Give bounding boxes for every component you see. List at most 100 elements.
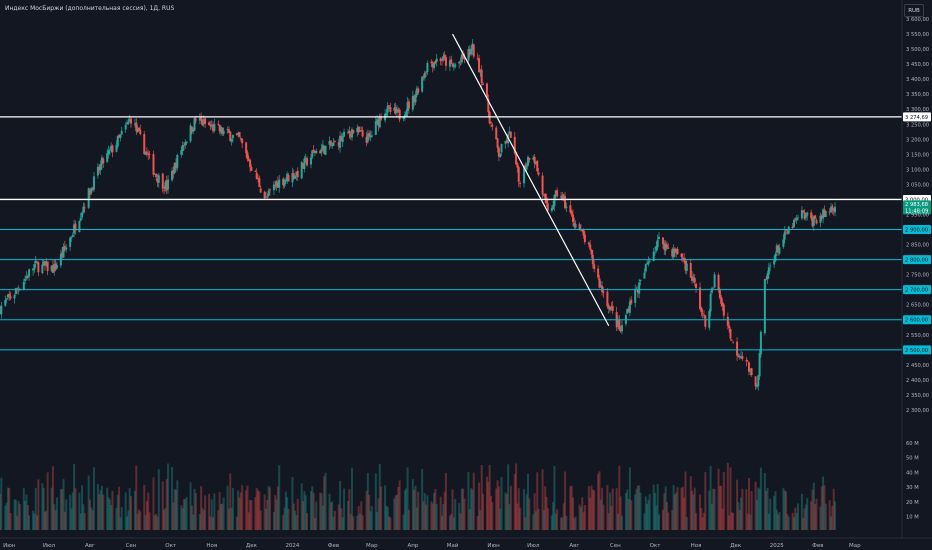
candle-body (454, 64, 457, 67)
candle-body (417, 88, 420, 93)
volume-bar (321, 505, 324, 530)
volume-bar (704, 472, 707, 530)
candle-body (136, 128, 139, 133)
candle-body (351, 129, 353, 138)
price-axis[interactable]: 3 600,00 3 550,00 3 500,00 3 450,00 3 400,00… (901, 0, 929, 538)
candle-body (661, 237, 664, 245)
candle-body (544, 193, 547, 199)
candle-body (118, 134, 121, 137)
volume-bar (156, 516, 159, 530)
candle-body (286, 173, 289, 181)
candle-body (785, 230, 788, 232)
candle-body (479, 71, 482, 73)
candle-body (792, 219, 795, 227)
candle-body (32, 268, 35, 271)
candle-body (676, 249, 679, 255)
volume-bar (795, 512, 798, 530)
candle-body (222, 130, 225, 134)
candle-body (276, 181, 279, 188)
volume-bar (295, 515, 298, 530)
volume-bar (525, 494, 528, 530)
volume-bar (36, 515, 39, 530)
volume-bar (90, 507, 93, 530)
volume-bar (589, 497, 592, 530)
volume-bar (699, 494, 702, 530)
volume-bar (644, 496, 647, 530)
candle-body (673, 248, 676, 253)
candle-body (554, 190, 557, 196)
candle-body (468, 49, 471, 55)
volume-bar (8, 488, 11, 530)
candle-body (268, 189, 271, 191)
candle-body (750, 368, 753, 376)
candle-body (45, 261, 48, 266)
volume-bar (654, 492, 657, 530)
volume-bar (443, 491, 446, 530)
candle-body (16, 288, 19, 290)
volume-bar (532, 514, 535, 530)
volume-bar (757, 487, 760, 530)
volume-bar (811, 489, 814, 530)
volume-bar (513, 474, 516, 530)
candle-body (210, 124, 213, 126)
volume-bar (278, 465, 281, 530)
candle-body (824, 210, 827, 218)
candle-body (638, 282, 641, 294)
volume-bar (553, 465, 556, 530)
candle-body (258, 178, 261, 188)
volume-bar (59, 488, 62, 530)
candle-body (41, 264, 44, 274)
volume-bar (648, 493, 651, 530)
candle-body (618, 319, 621, 330)
volume-bar (102, 494, 105, 530)
volume-bar (451, 489, 454, 530)
volume-bar (304, 495, 307, 530)
volume-bar (406, 467, 409, 530)
countdown-label: 11:48:09 (905, 208, 928, 214)
candle-body (497, 147, 500, 157)
candle-body (361, 130, 364, 137)
volume-bar (556, 509, 559, 530)
volume-bar (14, 499, 17, 530)
currency-badge[interactable]: RUB (904, 4, 924, 17)
candle-body (163, 189, 166, 191)
volume-bar (99, 490, 102, 530)
candle-body (312, 149, 315, 151)
horizontal-levels[interactable]: 3 274,693 000,002 900,002 800,002 700,00… (0, 112, 931, 355)
candle-body (783, 231, 786, 240)
candle-body (832, 209, 835, 212)
volume-bar (452, 517, 455, 530)
x-tick-label: Мар (366, 543, 378, 549)
volume-bar (302, 501, 305, 530)
volume-bar (665, 501, 668, 530)
volume-bar (268, 487, 271, 530)
candle-body (823, 209, 826, 217)
candle-body (822, 209, 825, 219)
candle-body (685, 263, 688, 271)
volume-bar (115, 507, 118, 530)
volume-bar (497, 486, 500, 530)
candle-body (434, 61, 437, 64)
volume-bar (700, 508, 703, 530)
y-tick-label: 2 300,00 (906, 408, 929, 414)
candle-body (332, 142, 335, 146)
candle-body (601, 285, 604, 292)
candle-body (556, 190, 559, 197)
volume-bar (241, 485, 244, 530)
trendline[interactable] (452, 33, 610, 327)
volume-bar (740, 497, 743, 530)
volume-bar (161, 481, 164, 530)
candle-body (239, 138, 242, 140)
candle-body (92, 176, 95, 190)
candle-body (513, 136, 516, 154)
candle-body (246, 152, 249, 160)
level-badge (903, 285, 931, 295)
volume-bar (255, 487, 258, 530)
time-axis[interactable]: Июн Июл Авг Сен Окт Ноя Дек 2024 Фев Мар Апр Май Июн… (0, 537, 932, 549)
volume-bar (182, 499, 185, 530)
volume-bar (259, 510, 262, 530)
volume-bar (505, 494, 508, 530)
volume-bar (137, 509, 140, 530)
candle-body (147, 153, 150, 155)
